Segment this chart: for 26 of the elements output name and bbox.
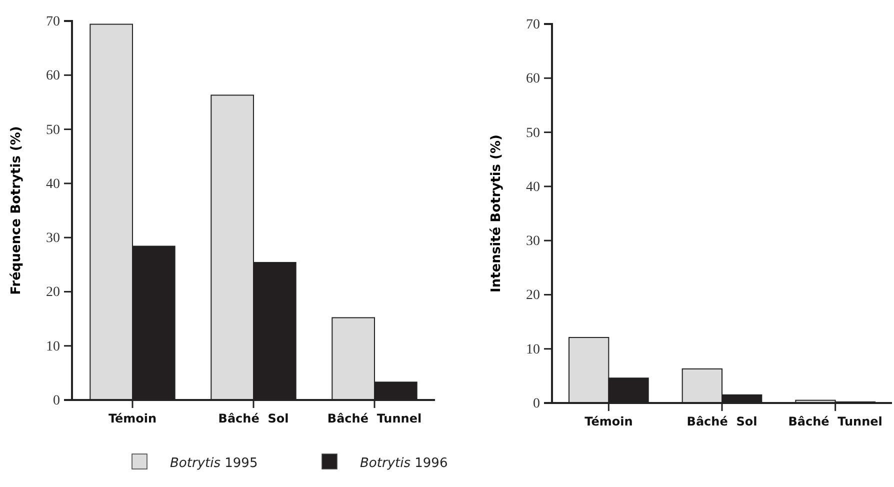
x-tick-label: Témoin (108, 412, 157, 426)
legend-label: Botrytis 1996 (360, 456, 448, 471)
y-tick-label: 0 (53, 393, 60, 408)
y-tick-label: 40 (46, 176, 60, 192)
y-tick-label: 40 (526, 180, 540, 195)
y-tick-label: 50 (526, 126, 540, 141)
y-tick-label: 0 (533, 396, 540, 412)
y-tick-label: 50 (46, 122, 60, 138)
y-tick-label: 60 (46, 68, 60, 84)
y-tick-label: 60 (526, 72, 540, 87)
y-tick-label: 30 (526, 234, 540, 250)
y-tick-label: 70 (46, 14, 60, 30)
y-tick-label: 70 (526, 17, 540, 32)
y-axis-title: Intensité Botrytis (%) (489, 134, 504, 292)
y-axis-title: Fréquence Botrytis (%) (9, 126, 24, 295)
y-tick-label: 10 (46, 339, 60, 354)
y-tick-label: 10 (526, 342, 540, 358)
x-tick-label: Bâché Tunnel (788, 414, 882, 429)
legend-label: Botrytis 1995 (170, 456, 258, 471)
x-tick-label: Bâché Tunnel (327, 412, 422, 426)
y-tick-label: 20 (46, 285, 60, 300)
x-tick-label: Témoin (584, 414, 633, 429)
x-tick-label: Bâché Sol (218, 412, 289, 426)
y-tick-label: 20 (526, 288, 540, 304)
x-tick-label: Bâché Sol (686, 414, 758, 429)
y-tick-label: 30 (46, 231, 60, 246)
